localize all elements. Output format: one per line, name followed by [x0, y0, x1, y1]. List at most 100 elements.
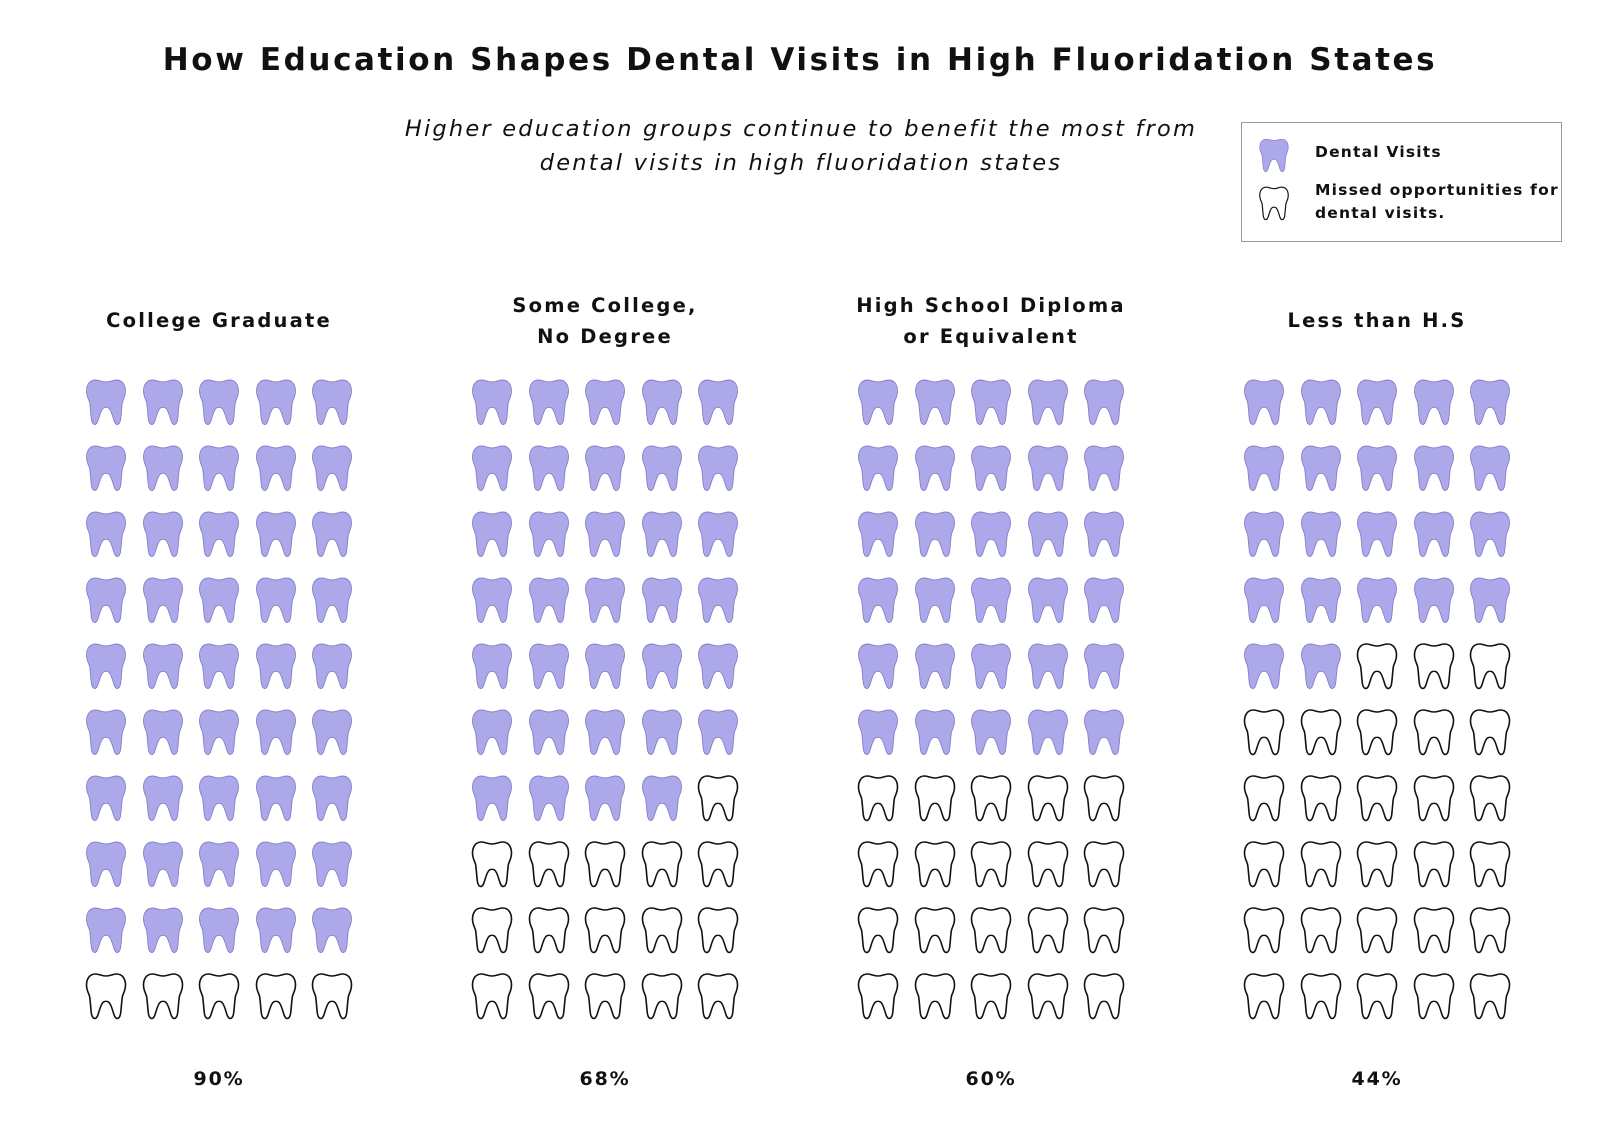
filled-tooth-icon: [312, 445, 352, 491]
title-part1: How Education Shapes Dental Visits in: [162, 42, 948, 78]
outline-tooth-icon: [1300, 973, 1341, 1020]
outline-tooth-icon: [1356, 907, 1398, 954]
filled-tooth-icon: [312, 907, 352, 953]
filled-tooth-icon: [914, 577, 955, 623]
outline-tooth-icon: [1027, 775, 1068, 822]
legend-outline-label: Missed opportunities for dental visits.: [1315, 179, 1559, 225]
outline-tooth-icon: [914, 841, 955, 888]
outline-tooth-icon: [914, 775, 955, 822]
outline-tooth-icon: [1469, 973, 1511, 1020]
filled-tooth-icon: [858, 577, 898, 623]
outline-tooth-icon: [528, 907, 569, 954]
filled-tooth-icon: [472, 709, 512, 755]
filled-tooth-icon: [585, 445, 625, 491]
filled-tooth-icon: [1300, 445, 1341, 491]
filled-tooth-icon: [528, 775, 569, 821]
filled-tooth-icon: [1027, 577, 1068, 623]
filled-tooth-icon: [86, 841, 126, 887]
filled-tooth-icon: [255, 577, 296, 623]
outline-tooth-icon: [142, 973, 183, 1020]
filled-tooth-icon: [142, 709, 183, 755]
filled-tooth-icon: [86, 907, 126, 953]
filled-tooth-icon: [1470, 379, 1510, 425]
outline-tooth-icon: [1300, 775, 1341, 822]
filled-tooth-icon: [1027, 445, 1068, 491]
outline-tooth-icon: [970, 841, 1012, 888]
filled-tooth-icon: [528, 511, 569, 557]
outline-tooth-icon: [1083, 775, 1125, 822]
outline-tooth-icon: [1413, 973, 1454, 1020]
outline-tooth-icon: [1300, 841, 1341, 888]
filled-tooth-icon: [1300, 643, 1341, 689]
filled-tooth-icon: [1244, 445, 1284, 491]
outline-tooth-icon: [1243, 709, 1285, 756]
outline-tooth-icon: [528, 973, 569, 1020]
outline-tooth-icon: [1243, 841, 1285, 888]
filled-tooth-icon: [1300, 511, 1341, 557]
filled-tooth-icon: [1357, 445, 1397, 491]
subtitle-line2: dental visits in high fluoridation state…: [539, 150, 1063, 176]
outline-tooth-icon: [1356, 973, 1398, 1020]
filled-tooth-icon: [1470, 511, 1510, 557]
filled-tooth-icon: [858, 709, 898, 755]
filled-tooth-icon: [255, 445, 296, 491]
group-label-2: Some College, No Degree: [435, 290, 775, 352]
filled-tooth-icon: [255, 643, 296, 689]
filled-tooth-icon: [86, 775, 126, 821]
outline-tooth-icon: [914, 907, 955, 954]
value-label-4: 44%: [1351, 1068, 1403, 1090]
filled-tooth-icon: [585, 577, 625, 623]
filled-tooth-icon: [585, 511, 625, 557]
filled-tooth-icon: [1027, 643, 1068, 689]
filled-tooth-icon: [86, 511, 126, 557]
title-part2: States: [1295, 42, 1438, 78]
filled-tooth-icon: [971, 643, 1011, 689]
filled-tooth-icon: [698, 445, 738, 491]
filled-tooth-icon: [971, 445, 1011, 491]
outline-tooth-icon: [584, 841, 626, 888]
filled-tooth-icon: [86, 643, 126, 689]
filled-tooth-icon: [472, 577, 512, 623]
legend-outline-label-line2: dental visits.: [1315, 204, 1446, 222]
filled-tooth-icon: [698, 511, 738, 557]
filled-tooth-icon: [472, 643, 512, 689]
chart-subtitle: Higher education groups continue to bene…: [376, 112, 1226, 180]
legend-outline-tooth-icon: [1259, 186, 1289, 221]
filled-tooth-icon: [914, 511, 955, 557]
filled-tooth-icon: [255, 841, 296, 887]
chart-title: How Education Shapes Dental Visits in Hi…: [0, 42, 1600, 78]
outline-tooth-icon: [914, 973, 955, 1020]
outline-tooth-icon: [1356, 841, 1398, 888]
outline-tooth-icon: [584, 907, 626, 954]
outline-tooth-icon: [471, 907, 513, 954]
filled-tooth-icon: [971, 379, 1011, 425]
group-label-line2: or Equivalent: [903, 325, 1079, 348]
outline-tooth-icon: [1300, 907, 1341, 954]
filled-tooth-icon: [698, 643, 738, 689]
filled-tooth-icon: [914, 445, 955, 491]
filled-tooth-icon: [199, 577, 239, 623]
filled-tooth-icon: [641, 511, 682, 557]
outline-tooth-icon: [255, 973, 296, 1020]
filled-tooth-icon: [199, 379, 239, 425]
filled-tooth-icon: [1300, 379, 1341, 425]
value-label-3: 60%: [965, 1068, 1017, 1090]
filled-tooth-icon: [641, 379, 682, 425]
filled-tooth-icon: [914, 709, 955, 755]
outline-tooth-icon: [1356, 775, 1398, 822]
filled-tooth-icon: [142, 775, 183, 821]
outline-tooth-icon: [1300, 709, 1341, 756]
legend-filled-label: Dental Visits: [1315, 143, 1442, 161]
filled-tooth-icon: [1470, 577, 1510, 623]
filled-tooth-icon: [1413, 379, 1454, 425]
filled-tooth-icon: [641, 643, 682, 689]
outline-tooth-icon: [1356, 709, 1398, 756]
filled-tooth-icon: [528, 709, 569, 755]
filled-tooth-icon: [528, 577, 569, 623]
filled-tooth-icon: [199, 445, 239, 491]
filled-tooth-icon: [255, 511, 296, 557]
outline-tooth-icon: [857, 973, 899, 1020]
outline-tooth-icon: [1469, 907, 1511, 954]
outline-tooth-icon: [641, 973, 682, 1020]
outline-tooth-icon: [1027, 907, 1068, 954]
